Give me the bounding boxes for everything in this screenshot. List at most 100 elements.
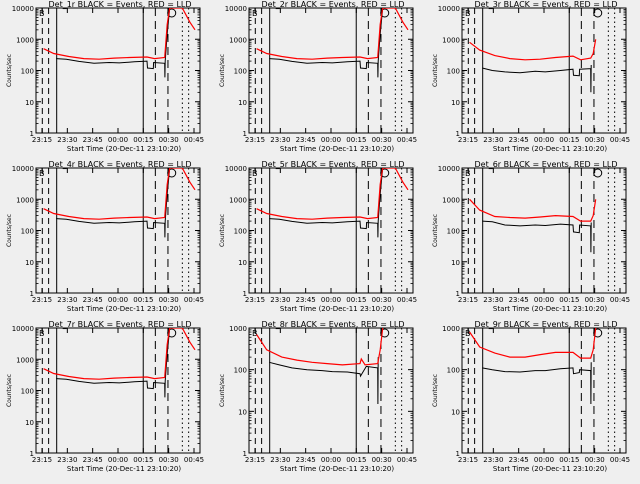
x-tick-label: 23:15 [458, 456, 478, 464]
x-axis-label: Start Time (20-Dec-11 23:10:20) [280, 145, 394, 153]
x-tick-label: 23:45 [83, 296, 103, 304]
x-tick-label: 23:15 [32, 136, 52, 144]
x-tick-label: 23:30 [483, 136, 503, 144]
x-tick-label: 00:30 [159, 136, 179, 144]
marker-label-b: B [39, 329, 45, 338]
y-tick-label: 1 [30, 130, 34, 138]
x-axis-label: Start Time (20-Dec-11 23:10:20) [67, 305, 181, 313]
x-tick-label: 00:45 [184, 136, 204, 144]
y-tick-label: 1 [456, 450, 460, 458]
y-axis-label: Counts/sec [219, 54, 226, 87]
y-tick-label: 100 [234, 367, 247, 375]
y-axis-label: Counts/sec [432, 214, 439, 247]
plot-frame [35, 167, 201, 294]
series-line-events [56, 328, 171, 398]
x-tick-label: 23:45 [509, 456, 529, 464]
x-tick-label: 23:45 [296, 296, 316, 304]
y-tick-label: 10000 [12, 325, 34, 333]
x-tick-label: 00:15 [559, 136, 579, 144]
x-tick-label: 00:00 [534, 136, 554, 144]
plot-area: B [252, 8, 409, 133]
x-tick-label: 23:15 [458, 136, 478, 144]
series-line-events [482, 64, 592, 93]
marker-label-b: B [252, 329, 257, 338]
x-tick-label: 23:30 [57, 136, 77, 144]
y-tick-label: 1000 [442, 196, 460, 204]
x-tick-label: 23:45 [296, 456, 316, 464]
x-tick-label: 00:15 [133, 456, 153, 464]
y-tick-label: 10000 [438, 165, 460, 173]
chart-panel-det8: Det_8r BLACK = Events, RED = LLD 1 10 100 10… [213, 320, 423, 484]
x-axis-label: Start Time (20-Dec-11 23:10:20) [493, 465, 607, 473]
x-tick-label: 00:45 [610, 456, 630, 464]
plot-frame [461, 167, 627, 294]
y-tick-label: 100 [234, 68, 247, 76]
x-tick-label: 00:45 [397, 136, 417, 144]
marker-circle [167, 328, 177, 338]
x-tick-label: 00:15 [346, 456, 366, 464]
chart-title: Det_2r BLACK = Events, RED = LLD [261, 0, 404, 9]
y-tick-label: 10 [238, 259, 247, 267]
plot-area: B [39, 168, 196, 293]
plot-area: B [465, 168, 616, 293]
y-axis-label: Counts/sec [432, 54, 439, 87]
y-tick-label: 1000 [16, 356, 34, 364]
y-axis-label: Counts/sec [219, 374, 226, 407]
y-axis-label: Counts/sec [6, 374, 13, 407]
series-line-events [269, 357, 379, 405]
plot-frame [35, 327, 201, 454]
y-tick-label: 100 [21, 388, 34, 396]
x-tick-label: 00:45 [184, 296, 204, 304]
series-line-events [56, 168, 171, 238]
y-tick-label: 10000 [12, 5, 34, 13]
x-tick-label: 23:15 [32, 456, 52, 464]
chart-title: Det_3r BLACK = Events, RED = LLD [474, 0, 617, 9]
x-tick-label: 00:15 [346, 136, 366, 144]
x-tick-label: 23:30 [270, 296, 290, 304]
y-tick-label: 1000 [229, 325, 247, 333]
plot-frame [35, 7, 201, 134]
y-tick-label: 100 [234, 228, 247, 236]
x-tick-label: 23:45 [83, 136, 103, 144]
y-tick-label: 10000 [438, 5, 460, 13]
marker-circle [593, 168, 603, 178]
y-axis-label: Counts/sec [6, 214, 13, 247]
x-tick-label: 00:15 [559, 456, 579, 464]
chart-title: Det_8r BLACK = Events, RED = LLD [261, 320, 404, 329]
y-tick-label: 10 [25, 99, 34, 107]
y-tick-label: 100 [447, 68, 460, 76]
plot-frame [461, 327, 627, 454]
x-tick-label: 00:30 [159, 456, 179, 464]
y-tick-label: 1000 [16, 196, 34, 204]
series-line-lld [256, 168, 409, 220]
x-tick-label: 00:30 [372, 136, 392, 144]
series-line-lld [469, 328, 597, 359]
marker-circle [593, 328, 603, 338]
chart-title: Det_6r BLACK = Events, RED = LLD [474, 160, 617, 169]
x-tick-label: 23:45 [83, 456, 103, 464]
x-tick-label: 00:45 [610, 136, 630, 144]
x-tick-label: 00:00 [534, 456, 554, 464]
x-tick-label: 00:00 [321, 296, 341, 304]
marker-label-b: B [252, 9, 257, 18]
y-tick-label: 10000 [225, 165, 247, 173]
y-tick-label: 100 [21, 68, 34, 76]
y-tick-label: 10 [451, 259, 460, 267]
chart-panel-det3: Det_3r BLACK = Events, RED = LLD 1 10 100 10… [426, 0, 636, 164]
chart-title: Det_1r BLACK = Events, RED = LLD [48, 0, 191, 9]
x-tick-label: 23:45 [296, 136, 316, 144]
x-tick-label: 23:45 [509, 296, 529, 304]
plot-frame [248, 167, 414, 294]
x-tick-label: 00:00 [108, 136, 128, 144]
marker-label-b: B [39, 169, 45, 178]
marker-circle [380, 328, 390, 338]
y-tick-label: 1 [30, 290, 34, 298]
series-line-events [482, 362, 592, 405]
x-tick-label: 23:30 [483, 456, 503, 464]
y-tick-label: 1 [243, 130, 247, 138]
chart-panel-det6: Det_6r BLACK = Events, RED = LLD 1 10 100 10… [426, 160, 636, 324]
x-axis-label: Start Time (20-Dec-11 23:10:20) [493, 145, 607, 153]
y-tick-label: 100 [21, 228, 34, 236]
x-tick-label: 00:45 [397, 456, 417, 464]
